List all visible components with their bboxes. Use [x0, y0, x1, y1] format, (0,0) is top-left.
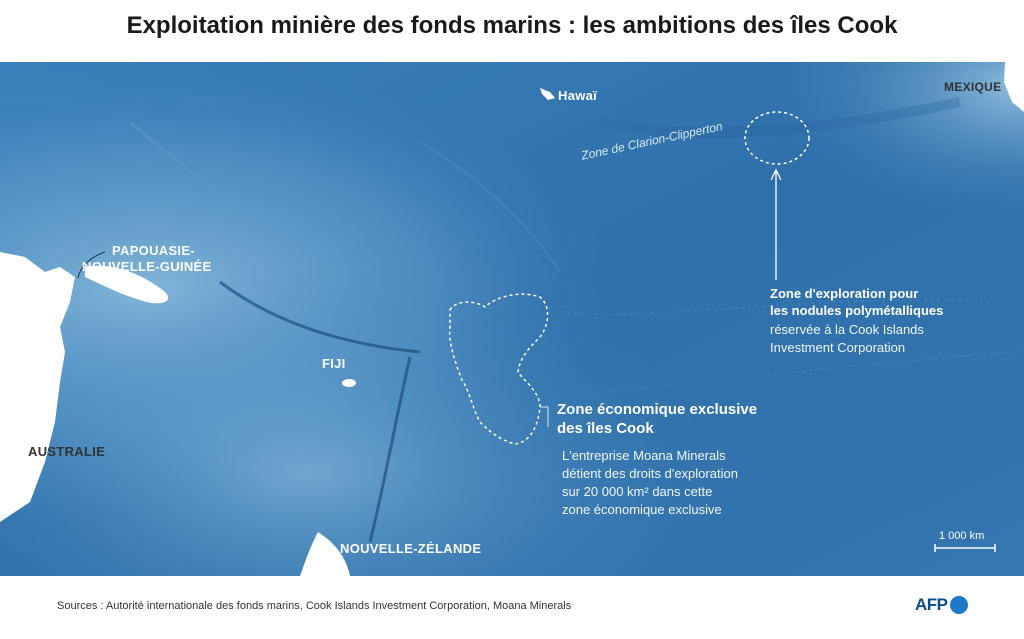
exploration-body-2: Investment Corporation [770, 340, 906, 355]
eez-title-1: Zone économique exclusive [557, 401, 758, 418]
source-credit: Sources : Autorité internationale des fo… [57, 600, 572, 612]
bathymetry-map [0, 62, 1024, 576]
exploration-title-1: Zone d'exploration pour [770, 286, 919, 301]
fiji-island [342, 379, 356, 387]
afp-logo-text: AFP [915, 595, 948, 614]
map-title: Exploitation minière des fonds marins : … [126, 12, 898, 39]
eez-body-4: zone économique exclusive [562, 502, 722, 517]
png-label-line2: NOUVELLE-GUINÉE [82, 259, 212, 274]
png-land [85, 265, 169, 304]
exploration-title-2: les nodules polymétalliques [770, 303, 944, 318]
afp-logo: AFP [915, 594, 968, 616]
nz-land [300, 532, 350, 576]
australia-land [0, 252, 75, 522]
mexico-label: MEXIQUE [944, 80, 1002, 94]
eez-body-2: détient des droits d'exploration [562, 466, 738, 481]
fiji-label: FIJI [322, 356, 346, 371]
map-area: Hawaï MEXIQUE Zone de Clarion-Clipperton… [0, 62, 1024, 576]
exploration-body-1: réservée à la Cook Islands [770, 322, 924, 337]
eez-title-2: des îles Cook [557, 420, 654, 437]
afp-logo-dot-icon [949, 596, 968, 614]
hawaii-label: Hawaï [558, 88, 598, 103]
australia-label: AUSTRALIE [28, 444, 106, 459]
scale-label: 1 000 km [939, 530, 985, 542]
png-label-line1: PAPOUASIE- [112, 243, 195, 258]
hawaii-island [540, 88, 555, 100]
new-zealand-label: NOUVELLE-ZÉLANDE [340, 541, 482, 556]
eez-body-3: sur 20 000 km² dans cette [562, 484, 713, 499]
exploration-zone-outline [744, 111, 810, 165]
cook-islands-eez-outline [448, 293, 549, 445]
eez-body-1: L'entreprise Moana Minerals [562, 448, 726, 463]
mexico-land [1004, 62, 1024, 112]
